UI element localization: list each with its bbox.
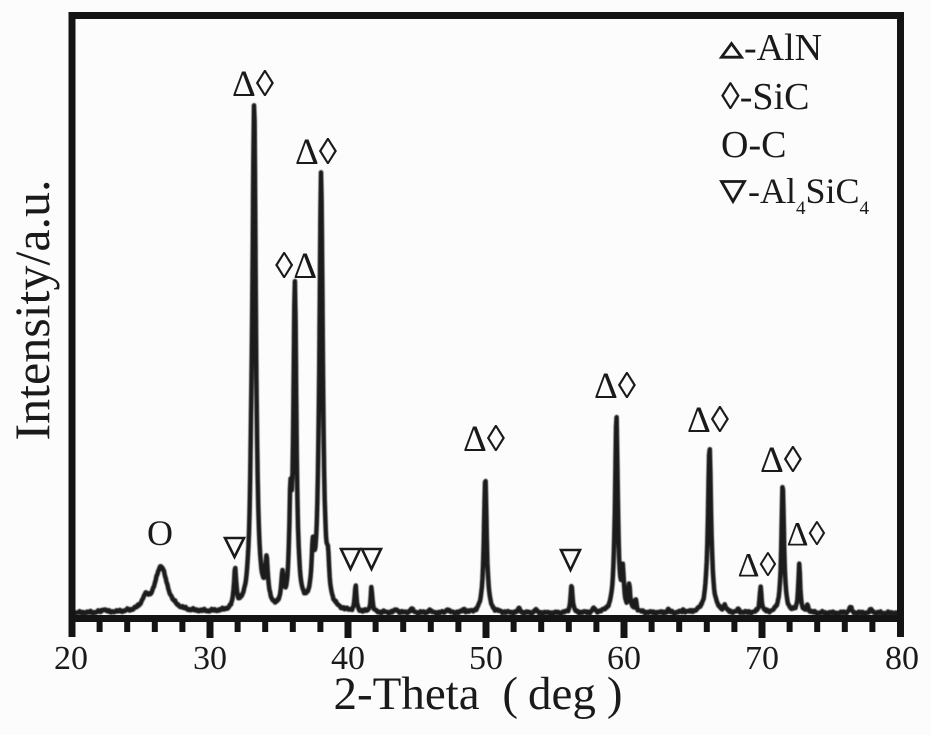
svg-text:Δ◊: Δ◊ — [760, 440, 803, 481]
svg-text:Δ◊: Δ◊ — [232, 64, 275, 105]
svg-text:Δ◊: Δ◊ — [463, 419, 506, 460]
svg-text:20: 20 — [54, 640, 88, 677]
svg-text:O: O — [147, 513, 173, 553]
svg-text:Δ◊: Δ◊ — [787, 516, 826, 553]
svg-text:-AlN: -AlN — [744, 27, 822, 69]
svg-text:60: 60 — [607, 640, 641, 677]
svg-text:Δ◊: Δ◊ — [295, 132, 338, 173]
svg-text:◊Δ: ◊Δ — [275, 246, 317, 287]
svg-text:Δ◊: Δ◊ — [687, 400, 730, 441]
svg-text:Intensity/a.u.: Intensity/a.u. — [4, 179, 60, 440]
svg-text:70: 70 — [745, 640, 779, 677]
svg-text:50: 50 — [469, 640, 503, 677]
svg-text:O-C: O-C — [721, 124, 786, 166]
svg-text:30: 30 — [193, 640, 227, 677]
svg-text:Δ◊: Δ◊ — [738, 547, 777, 584]
svg-text:40: 40 — [331, 640, 365, 677]
svg-text:◊-SiC: ◊-SiC — [721, 76, 809, 118]
svg-text:2-Theta (deg): 2-Theta (deg) — [333, 668, 622, 720]
svg-text:Δ◊: Δ◊ — [594, 366, 637, 407]
svg-text:80: 80 — [885, 640, 919, 677]
